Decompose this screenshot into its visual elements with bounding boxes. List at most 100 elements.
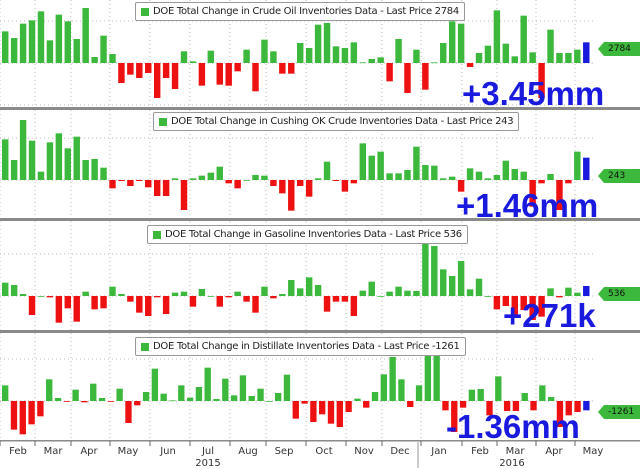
- bar: [457, 261, 465, 296]
- bar: [377, 151, 384, 180]
- bar: [305, 180, 313, 197]
- bar: [46, 296, 54, 298]
- bar: [556, 296, 563, 298]
- bar: [46, 40, 54, 63]
- bar: [283, 374, 291, 401]
- bar: [538, 296, 545, 317]
- bar: [100, 35, 107, 63]
- bar: [234, 63, 241, 72]
- bar: [404, 63, 411, 93]
- bar: [118, 63, 125, 83]
- bar: [261, 286, 268, 296]
- x-tick-label: Jun: [160, 446, 176, 457]
- bar: [503, 401, 511, 411]
- bar: [332, 180, 340, 181]
- bar: [225, 180, 232, 184]
- bar: [415, 385, 423, 401]
- bar: [359, 62, 367, 64]
- bar: [457, 23, 465, 64]
- bar: [28, 20, 36, 63]
- bar: [136, 180, 143, 181]
- panel-divider: [0, 330, 640, 333]
- bar: [475, 53, 483, 63]
- bar: [91, 296, 98, 310]
- bar: [547, 174, 554, 180]
- x-tick-label: Aug: [238, 446, 258, 457]
- bar: [127, 180, 134, 186]
- bar: [380, 374, 387, 401]
- bar: [395, 39, 402, 63]
- bar: [125, 401, 132, 423]
- annotation-gasoline: +271k: [503, 297, 596, 334]
- bar: [323, 296, 331, 312]
- bar: [90, 383, 97, 401]
- bar: [127, 296, 134, 302]
- legend-label: DOE Total Change in Cushing OK Crude Inv…: [171, 116, 514, 127]
- bar: [82, 8, 89, 63]
- bar: [529, 296, 536, 320]
- bar: [327, 401, 335, 424]
- bar: [440, 178, 447, 180]
- bar: [386, 63, 393, 82]
- bar: [19, 401, 26, 435]
- bar: [28, 296, 36, 315]
- bar: [520, 171, 527, 180]
- bar: [323, 161, 331, 180]
- year-label: 2016: [499, 458, 525, 469]
- bar: [413, 49, 420, 63]
- bar: [440, 43, 447, 63]
- bar: [574, 151, 581, 180]
- bar: [484, 178, 492, 180]
- bar: [91, 159, 98, 180]
- bar: [82, 291, 89, 296]
- bar: [136, 63, 143, 78]
- bar: [431, 246, 438, 296]
- bar: [37, 171, 45, 180]
- panel-divider: [0, 107, 640, 110]
- bar: [368, 155, 375, 180]
- bar: [28, 140, 36, 180]
- bar: [565, 287, 572, 296]
- bar: [145, 180, 152, 188]
- bar: [314, 178, 322, 180]
- bar: [19, 294, 27, 296]
- bar: [556, 401, 564, 427]
- bar: [386, 173, 393, 180]
- bar: [288, 180, 295, 211]
- bar: [292, 401, 299, 419]
- bar: [448, 176, 456, 180]
- bar: [314, 24, 322, 64]
- legend-swatch: [141, 7, 149, 16]
- bar: [19, 120, 27, 180]
- bar: [359, 290, 367, 296]
- bar: [234, 180, 241, 189]
- bar: [466, 168, 474, 180]
- bar: [55, 133, 63, 180]
- bar: [207, 296, 215, 297]
- bar: [198, 289, 206, 296]
- bar: [198, 63, 206, 86]
- bar: [350, 180, 358, 184]
- bar: [186, 397, 194, 401]
- bar: [484, 296, 492, 297]
- bar: [341, 296, 349, 302]
- bar: [98, 398, 106, 401]
- bar: [213, 399, 220, 401]
- bar: [459, 401, 467, 408]
- bar: [63, 401, 70, 402]
- bar: [475, 278, 483, 296]
- bar: [493, 10, 501, 64]
- x-tick-label: May: [582, 446, 604, 457]
- bar: [162, 180, 170, 196]
- bar: [10, 285, 18, 296]
- legend-cushing: DOE Total Change in Cushing OK Crude Inv…: [153, 112, 520, 131]
- bar: [180, 291, 188, 296]
- bar: [538, 180, 545, 184]
- panel-divider: [0, 218, 640, 221]
- bar: [162, 63, 170, 78]
- bar: [127, 63, 134, 75]
- bar: [153, 180, 161, 196]
- bar: [171, 63, 179, 89]
- bar: [37, 11, 45, 64]
- bar: [319, 401, 326, 415]
